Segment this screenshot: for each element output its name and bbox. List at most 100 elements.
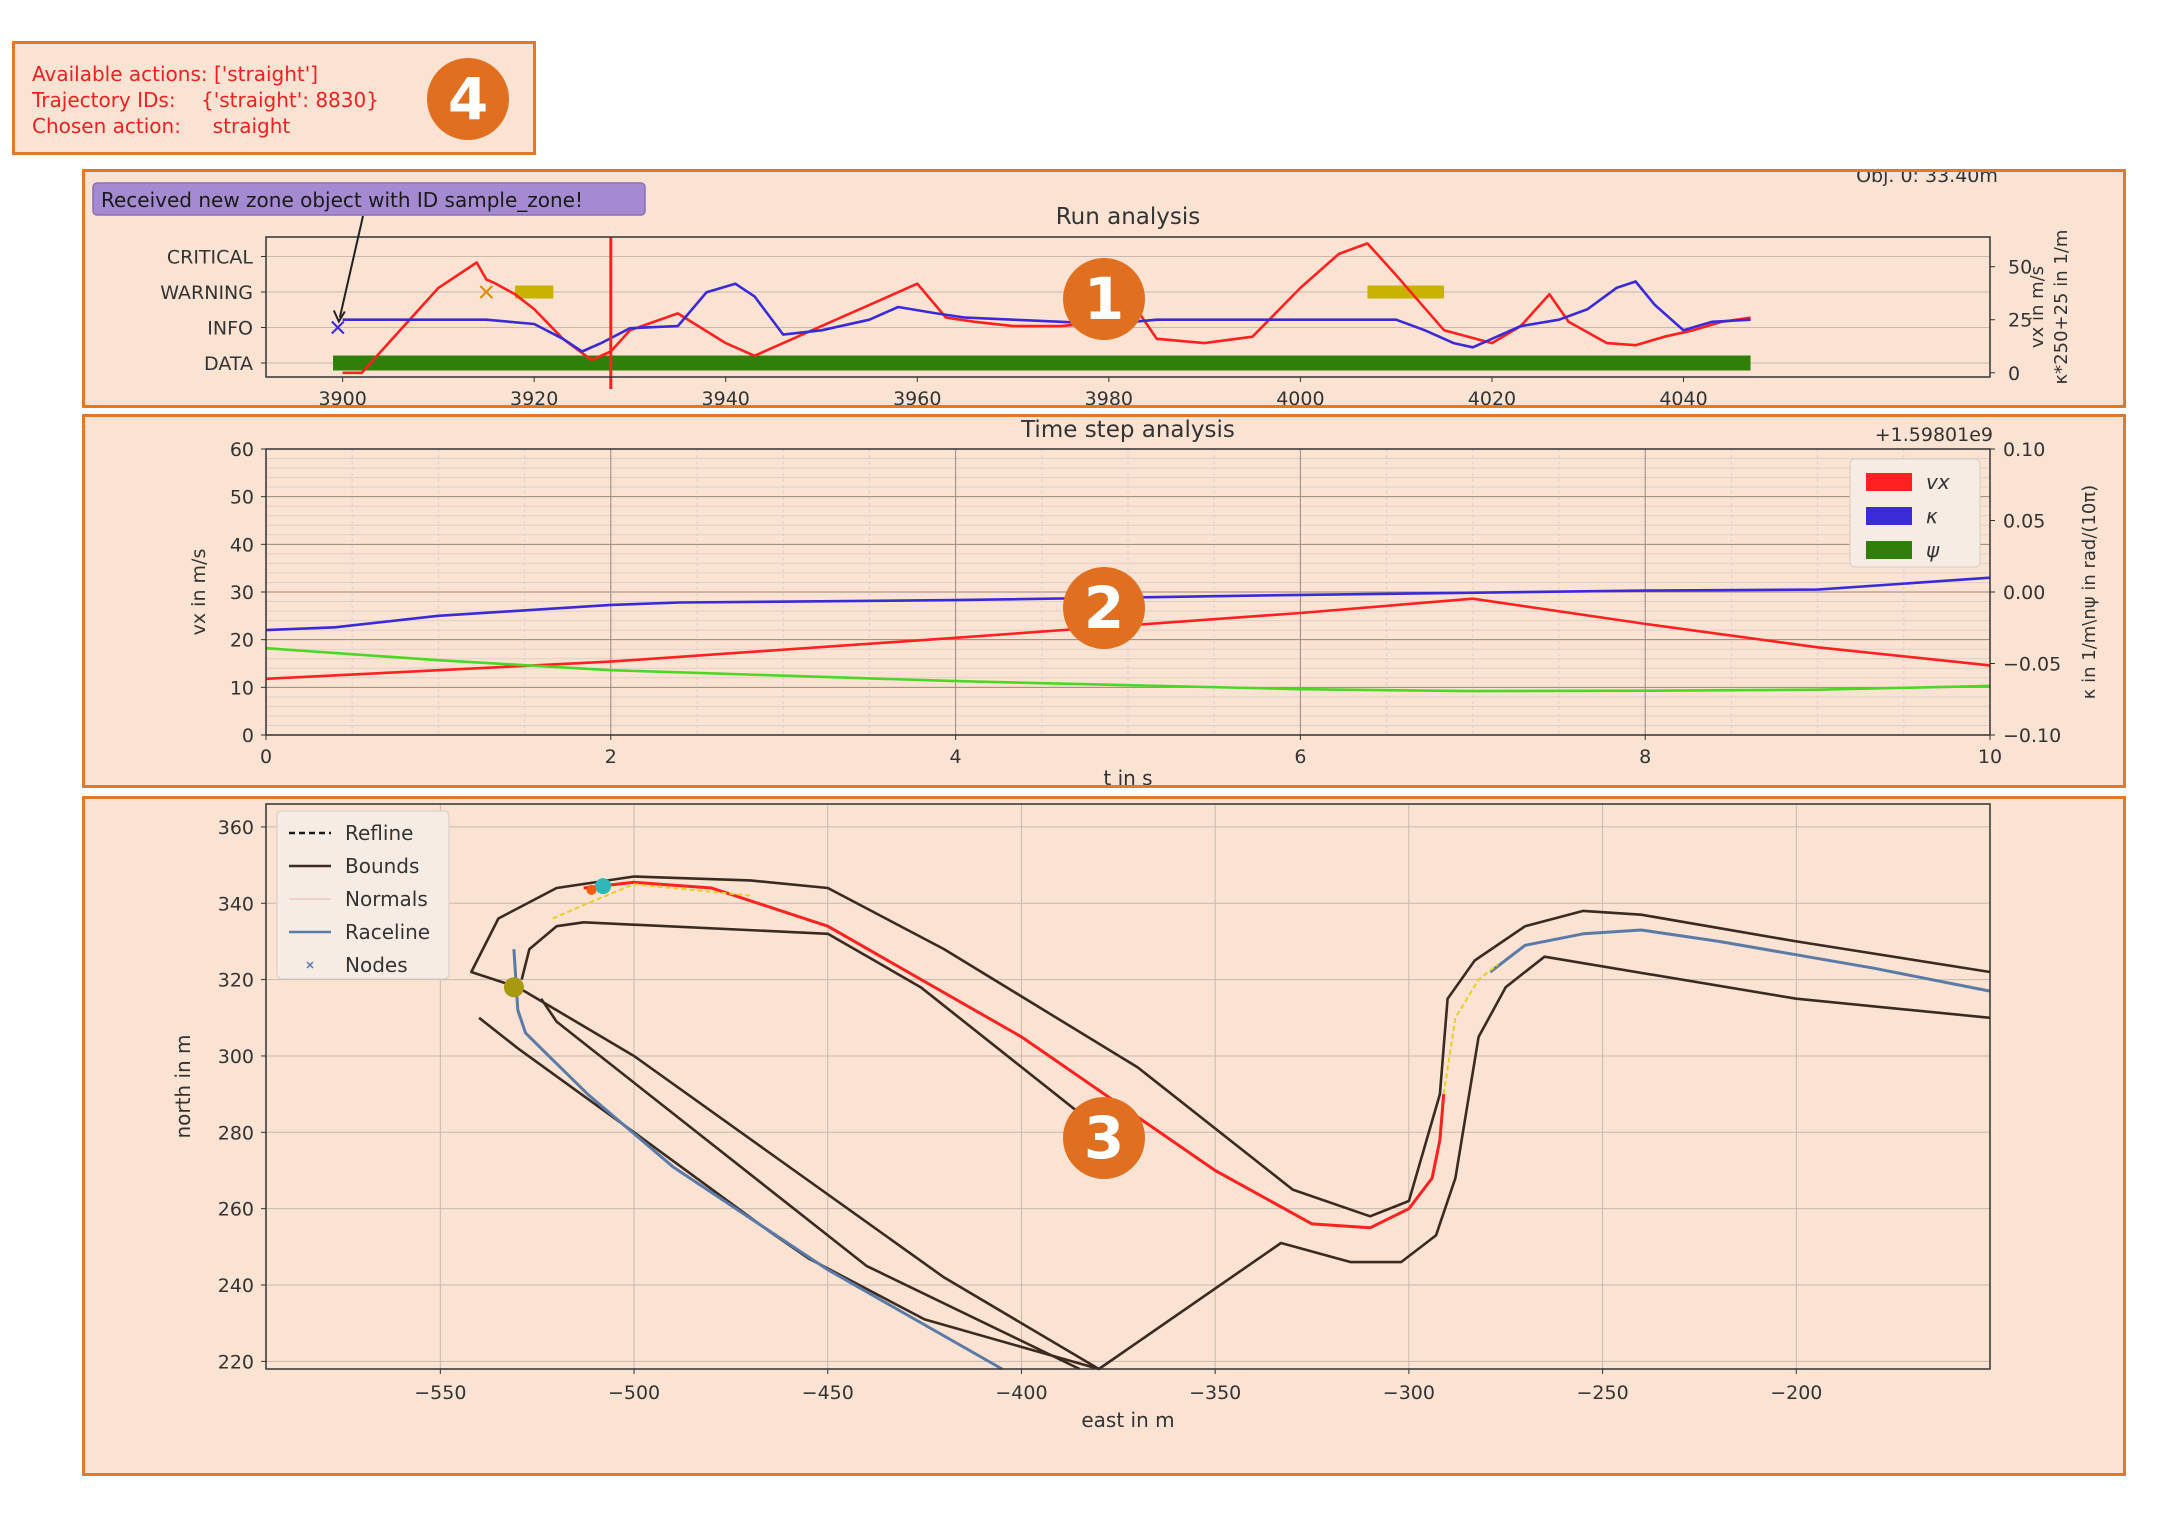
x-tick-label: 6 xyxy=(1294,746,1306,768)
event-bar xyxy=(515,285,554,299)
y-tick-label: 10 xyxy=(230,677,254,699)
y-tick-label: 30 xyxy=(230,582,254,604)
annotation-text: Received new zone object with ID sample_… xyxy=(101,188,583,212)
legend-label: Refline xyxy=(345,821,413,845)
legend-label: Raceline xyxy=(345,920,430,944)
x-tick-label: 3980 xyxy=(1085,388,1133,405)
y-tick-label: 260 xyxy=(218,1199,254,1221)
x-tick-label: −200 xyxy=(1770,1382,1822,1404)
legend-label: κ xyxy=(1926,504,1938,528)
x-axis-label: t in s xyxy=(1103,766,1152,785)
x-tick-label: 8 xyxy=(1639,746,1651,768)
annotation-arrowhead xyxy=(332,310,346,324)
track-map-panel: −550 −500 −450 −400 −350 −300 −250 −200 220 240 26… xyxy=(82,796,2126,1476)
chosen-action-text: Chosen action: straight xyxy=(32,114,291,138)
series-line-kappa xyxy=(265,576,1991,632)
badge-2: 2 xyxy=(1063,567,1145,649)
x-tick-label: 3920 xyxy=(510,388,558,405)
x-axis-label: east in m xyxy=(1081,1408,1174,1432)
vehicle-marker xyxy=(503,977,524,998)
right-y-tick-label: −0.05 xyxy=(2003,654,2061,676)
y-tick-label: 60 xyxy=(230,439,254,461)
x-tick-label: 3940 xyxy=(702,388,750,405)
track-map-chart: −550 −500 −450 −400 −350 −300 −250 −200 220 240 26… xyxy=(171,803,1991,1432)
right-y-axis-label: vx in m/s xyxy=(2027,266,2048,348)
legend-box xyxy=(276,810,450,980)
legend-label: Normals xyxy=(345,887,428,911)
x-tick-label: −300 xyxy=(1383,1382,1435,1404)
legend-label: Nodes xyxy=(345,953,408,977)
legend-swatch xyxy=(1866,473,1912,491)
badge-1: 1 xyxy=(1063,258,1145,340)
series-line-vx xyxy=(342,242,1751,375)
available-actions-text: Available actions: ['straight'] xyxy=(32,62,319,86)
event-marker xyxy=(331,320,345,335)
y-tick-label: 240 xyxy=(218,1275,254,1297)
y-tick-label: 220 xyxy=(218,1351,254,1373)
y-category-label: DATA xyxy=(204,353,253,375)
candidate-segment xyxy=(552,883,751,920)
x-tick-label: 0 xyxy=(260,746,272,768)
track-line-bounds xyxy=(469,875,1991,1371)
run-analysis-panel: Run analysis Obj. 0: 33.40m DATA INFO WARNIN… xyxy=(82,169,2126,408)
start-marker xyxy=(586,884,597,895)
track-line-trajectory xyxy=(583,880,1446,1230)
y-category-label: CRITICAL xyxy=(167,247,254,269)
track-line-raceline xyxy=(512,949,1003,1371)
y-tick-label: 50 xyxy=(230,487,254,509)
event-bar xyxy=(333,355,1751,371)
y-tick-label: 280 xyxy=(218,1122,254,1144)
y-category-label: INFO xyxy=(207,318,253,340)
corner-text: Obj. 0: 33.40m xyxy=(1856,172,1998,187)
trajectory-ids-text: Trajectory IDs: {'straight': 8830} xyxy=(32,88,379,112)
y-tick-label: 320 xyxy=(218,970,254,992)
plot-frame xyxy=(265,803,1991,1370)
chart-title: Time step analysis xyxy=(1020,417,1235,443)
right-y-axis-label: κ*250+25 in 1/m xyxy=(2051,230,2072,385)
y-category-label: WARNING xyxy=(160,282,253,304)
x-tick-label: −400 xyxy=(995,1382,1047,1404)
offset-text: +1.59801e9 xyxy=(1875,424,1993,446)
legend-label: ψ xyxy=(1926,538,1940,562)
x-tick-label: 3960 xyxy=(893,388,941,405)
legend-label: vx xyxy=(1926,470,1950,494)
track-line-bounds xyxy=(520,921,1081,1115)
track-line-bounds xyxy=(478,955,1991,1371)
chart-title: Run analysis xyxy=(1056,204,1201,230)
y-tick-label: 20 xyxy=(230,630,254,652)
legend-swatch xyxy=(1866,507,1912,525)
y-axis-label: vx in m/s xyxy=(188,549,210,636)
y-tick-label: 300 xyxy=(218,1046,254,1068)
legend-swatch xyxy=(306,961,314,969)
right-y-tick-label: 0 xyxy=(2008,363,2020,385)
y-axis-label: north in m xyxy=(171,1034,195,1138)
x-tick-label: 4 xyxy=(950,746,962,768)
series-line-vx xyxy=(265,597,1991,681)
right-y-tick-label: 0.05 xyxy=(2003,511,2045,533)
action-info-panel: Available actions: ['straight'] Trajecto… xyxy=(12,41,536,155)
right-y-tick-label: 0.00 xyxy=(2003,582,2045,604)
x-tick-label: −250 xyxy=(1576,1382,1628,1404)
plot-frame xyxy=(265,448,1991,736)
x-tick-label: 4020 xyxy=(1468,388,1516,405)
time-step-analysis-panel: Time step analysis +1.59801e9 0 10 20 30 40 50 6… xyxy=(82,414,2126,788)
plot-frame xyxy=(265,236,1991,378)
y-tick-label: 0 xyxy=(242,725,254,747)
y-tick-label: 340 xyxy=(218,893,254,915)
x-tick-label: −450 xyxy=(802,1382,854,1404)
legend-swatch xyxy=(1866,541,1912,559)
x-tick-label: −550 xyxy=(414,1382,466,1404)
candidate-segment xyxy=(1442,963,1499,1095)
right-y-axis-label: κ in 1/m\nψ in rad/(10π) xyxy=(2079,485,2100,699)
right-y-tick-label: 0.10 xyxy=(2003,439,2045,461)
track-line-bounds xyxy=(540,997,1081,1371)
right-y-tick-label: −0.10 xyxy=(2003,725,2061,747)
event-marker xyxy=(479,285,493,299)
event-bar xyxy=(1367,285,1445,299)
x-tick-label: 2 xyxy=(605,746,617,768)
track-line-raceline xyxy=(1489,928,1991,993)
x-tick-label: 4040 xyxy=(1659,388,1707,405)
y-tick-label: 360 xyxy=(218,817,254,839)
legend-label: Bounds xyxy=(345,854,419,878)
target-marker xyxy=(595,878,612,895)
